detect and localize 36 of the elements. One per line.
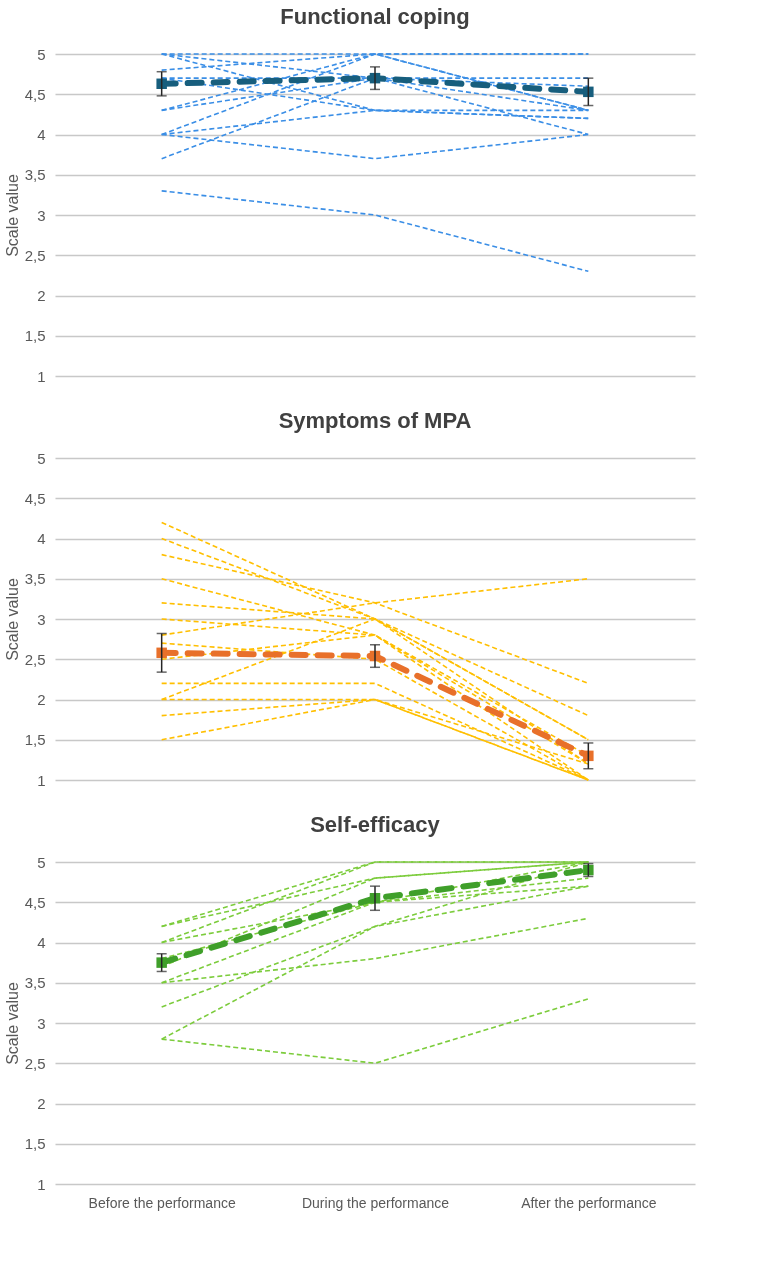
- y-tick-label: 4: [37, 934, 46, 951]
- y-tick-label: 2: [37, 1095, 46, 1112]
- chart-title: Symptoms of MPA: [278, 408, 472, 433]
- y-tick-label: 4,5: [24, 893, 46, 911]
- y-tick-label: 3,5: [24, 974, 46, 992]
- y-tick-label: 2,5: [24, 246, 46, 264]
- x-tick-label: Before the performance: [88, 1194, 236, 1211]
- y-tick-label: 1,5: [24, 1135, 46, 1153]
- x-tick-label: After the performance: [521, 1194, 657, 1211]
- y-tick-label: 2: [37, 287, 46, 304]
- y-tick-label: 1,5: [24, 327, 46, 345]
- y-tick-label: 4: [37, 530, 46, 547]
- y-tick-label: 5: [37, 853, 46, 871]
- y-axis-title: Scale value: [3, 982, 21, 1065]
- y-tick-label: 5: [37, 449, 46, 467]
- y-tick-label: 3: [37, 610, 46, 628]
- chart-title: Self-efficacy: [310, 812, 441, 837]
- y-tick-label: 5: [37, 45, 46, 63]
- y-tick-label: 3: [37, 206, 46, 224]
- y-tick-label: 1,5: [24, 731, 46, 749]
- y-tick-label: 4,5: [24, 85, 46, 103]
- y-tick-label: 1: [37, 1175, 46, 1193]
- y-tick-label: 3,5: [24, 166, 46, 184]
- y-tick-label: 2,5: [24, 650, 46, 668]
- y-tick-label: 4,5: [24, 489, 46, 507]
- y-tick-label: 1: [37, 771, 46, 789]
- y-tick-label: 3,5: [24, 570, 46, 588]
- y-tick-label: 2: [37, 691, 46, 708]
- y-axis-title: Scale value: [3, 174, 21, 257]
- chart-title: Functional coping: [280, 4, 470, 29]
- y-tick-label: 1: [37, 367, 46, 385]
- y-tick-label: 2,5: [24, 1054, 46, 1072]
- y-tick-label: 3: [37, 1014, 46, 1032]
- y-tick-label: 4: [37, 126, 46, 143]
- x-tick-label: During the performance: [301, 1194, 450, 1211]
- y-axis-title: Scale value: [3, 578, 21, 661]
